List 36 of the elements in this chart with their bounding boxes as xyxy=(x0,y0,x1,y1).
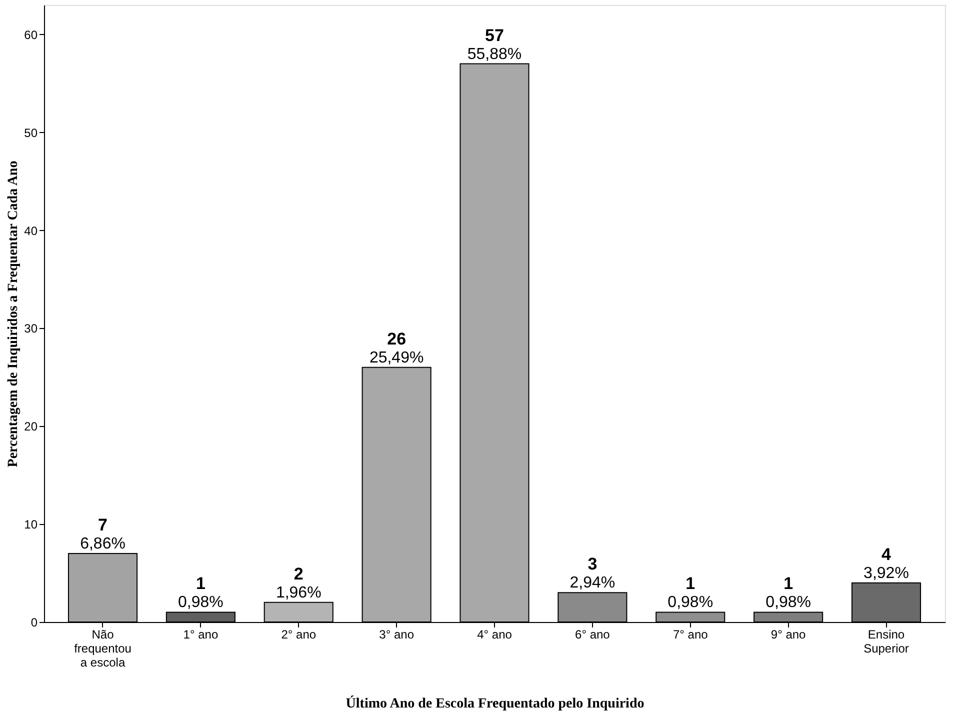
y-tick-label: 30 xyxy=(24,322,38,336)
data-label: 1 xyxy=(196,574,206,594)
y-tick-label: 10 xyxy=(24,518,38,532)
data-label: 2 xyxy=(294,564,304,584)
y-tick-label: 0 xyxy=(30,616,38,630)
annotation: 0,98% xyxy=(178,594,224,612)
data-label: 1 xyxy=(686,574,696,594)
annotation: 3,92% xyxy=(864,564,909,582)
data-label: 1 xyxy=(784,574,794,594)
x-tick-label: 7° ano xyxy=(672,628,708,642)
x-tick-label: 6° ano xyxy=(575,628,610,642)
y-tick-label: 20 xyxy=(24,420,38,434)
data-label: 4 xyxy=(882,544,892,564)
x-tick-label: 4° ano xyxy=(477,628,512,642)
data-label: 3 xyxy=(588,554,598,574)
x-tick-label: 1° ano xyxy=(183,628,218,642)
annotation: 6,86% xyxy=(80,535,126,552)
y-tick-label: 50 xyxy=(24,126,38,140)
x-tick-label: Ensino Superior xyxy=(864,628,909,656)
x-tick-label: 2° ano xyxy=(281,628,316,642)
annotation: 25,49% xyxy=(369,349,424,366)
annotation: 2,94% xyxy=(570,574,616,592)
annotation: 0,98% xyxy=(766,594,811,612)
y-tick-label: 40 xyxy=(24,224,38,238)
y-axis-title: Percentagem de Inquiridos a Frequentar Cada Ano xyxy=(6,160,22,468)
x-tick-label: Não frequentou a escola xyxy=(74,628,132,670)
annotation: 1,96% xyxy=(276,584,322,602)
y-tick-label: 60 xyxy=(24,28,38,42)
data-label: 7 xyxy=(98,515,108,534)
data-label: 26 xyxy=(387,329,406,348)
annotation: 0,98% xyxy=(668,594,714,612)
annotation: 55,88% xyxy=(467,46,522,63)
x-tick-label: 3° ano xyxy=(379,628,414,642)
x-axis-title: Último Ano de Escola Frequentado pelo Inquirido xyxy=(346,694,644,712)
x-tick-label: 9° ano xyxy=(770,628,806,642)
data-label: 57 xyxy=(485,26,504,45)
